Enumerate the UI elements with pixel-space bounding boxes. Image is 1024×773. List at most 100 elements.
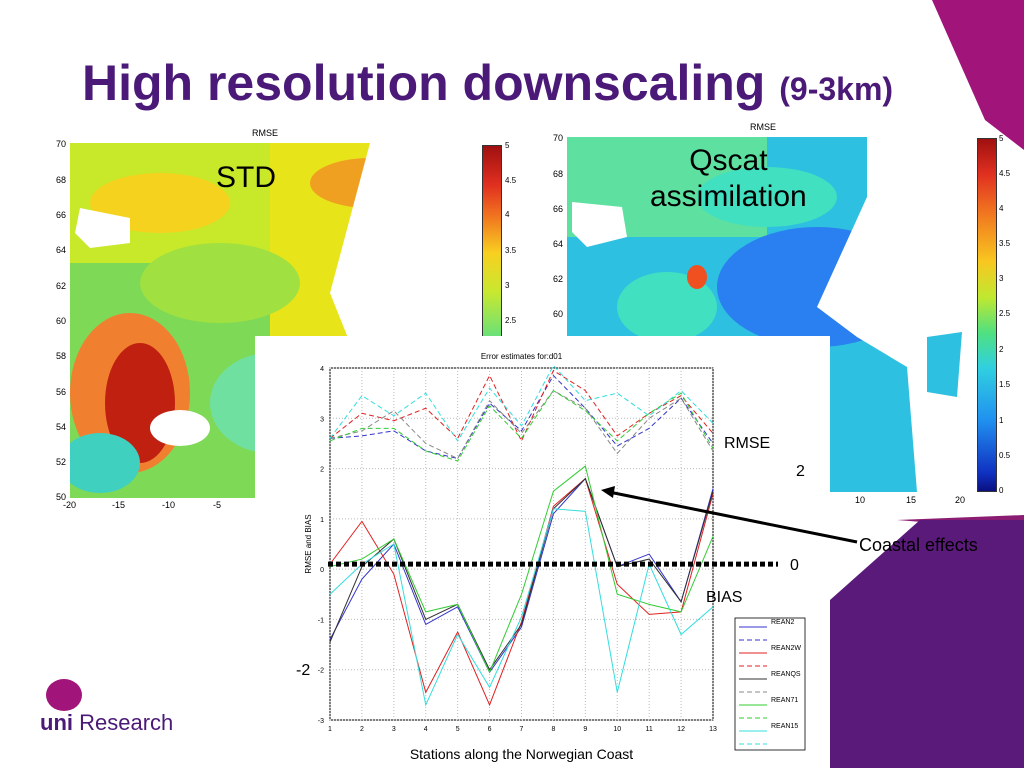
left-y-tick: 58 [56, 351, 67, 361]
x-tick-label: 6 [488, 726, 492, 733]
y-tick-label: -1 [318, 617, 324, 624]
minus-two-annotation: -2 [296, 662, 311, 679]
std-label: STD [216, 161, 276, 194]
legend-label: REAN71 [771, 697, 798, 704]
left-colorbar-tick: 4 [505, 210, 510, 219]
logo: uni Research [40, 710, 173, 736]
x-tick-label: 4 [424, 726, 428, 733]
x-axis-label: Stations along the Norwegian Coast [410, 746, 633, 762]
right-colorbar-tick: 1 [999, 416, 1004, 425]
right-y-tick: 64 [553, 239, 564, 249]
x-tick-label: 13 [709, 726, 717, 733]
right-colorbar-tick: 4 [999, 204, 1004, 213]
left-y-tick: 66 [56, 210, 67, 220]
legend-label: REAN2 [771, 619, 794, 626]
legend-label: REAN2W [771, 645, 801, 652]
right-x-tick: 20 [955, 495, 966, 505]
x-tick-label: 1 [328, 726, 332, 733]
slide-title: High resolution downscaling (9-3km) [82, 58, 893, 108]
y-tick-label: -3 [318, 718, 324, 725]
two-annotation: 2 [796, 463, 805, 480]
series-line-6 [329, 465, 714, 674]
right-colorbar-tick: 4.5 [999, 169, 1011, 178]
legend-box [734, 617, 806, 751]
left-colorbar-tick: 2.5 [505, 316, 517, 325]
series-line-2 [329, 477, 714, 707]
legend-label: REAN15 [771, 723, 798, 730]
y-tick-label: 3 [320, 416, 324, 423]
logo-bold: uni [40, 710, 73, 735]
right-y-tick: 70 [553, 133, 564, 143]
error-chart-panel: 1 2 3 4 5 6 7 8 9 10 11 12 13 4 3 2 1 0 -1 -2 -3 Error estima… [255, 336, 830, 768]
legend-label: REANQS [771, 671, 801, 678]
right-y-tick: 60 [553, 309, 564, 319]
x-tick-label: 2 [360, 726, 364, 733]
right-map-title: RMSE [750, 122, 777, 132]
chart-title: Error estimates for:d01 [481, 352, 563, 361]
left-colorbar-tick: 5 [505, 141, 510, 150]
right-x-tick: 10 [855, 495, 866, 505]
qscat-label-line1: Qscat [689, 144, 768, 177]
x-tick-label: 7 [520, 726, 524, 733]
series-line-3 [329, 369, 714, 443]
right-map-field [567, 137, 962, 492]
left-y-tick: 50 [56, 492, 67, 502]
x-tick-label: 8 [551, 726, 555, 733]
left-y-tick: 52 [56, 457, 67, 467]
coastal-arrow [601, 486, 858, 544]
right-x-tick: 15 [906, 495, 917, 505]
logo-rest: Research [73, 710, 174, 735]
left-y-tick: 60 [56, 316, 67, 326]
left-colorbar-tick: 3 [505, 281, 510, 290]
right-y-tick: 62 [553, 274, 564, 284]
right-colorbar-tick: 5 [999, 134, 1004, 143]
bias-annotation: BIAS [706, 589, 743, 606]
y-axis-label: RMSE and BIAS [304, 514, 313, 573]
qscat-label-line2: assimilation [650, 180, 807, 213]
right-rmse-map [567, 137, 962, 492]
left-x-tick: -10 [162, 500, 176, 510]
left-colorbar-tick: 4.5 [505, 176, 517, 185]
title-main: High resolution downscaling [82, 55, 766, 111]
left-x-tick: -5 [213, 500, 222, 510]
right-colorbar-tick: 0.5 [999, 451, 1011, 460]
left-y-tick: 70 [56, 139, 67, 149]
x-tick-label: 12 [677, 726, 685, 733]
x-tick-label: 9 [583, 726, 587, 733]
y-tick-label: 0 [320, 567, 324, 574]
left-y-tick: 56 [56, 387, 67, 397]
left-x-tick: -15 [112, 500, 126, 510]
x-tick-label: 11 [646, 726, 653, 733]
top-right-magenta-band [932, 0, 1024, 150]
right-colorbar-tick: 3 [999, 274, 1004, 283]
right-colorbar-tick: 2 [999, 345, 1004, 354]
x-tick-label: 5 [456, 726, 460, 733]
x-tick-label: 3 [392, 726, 396, 733]
left-map-title: RMSE [252, 128, 279, 138]
right-colorbar-tick: 1.5 [999, 380, 1011, 389]
y-tick-label: 2 [320, 467, 324, 474]
right-colorbar-tick: 0 [999, 486, 1004, 495]
series-line-7 [329, 389, 714, 462]
left-x-tick: -20 [63, 500, 77, 510]
series-line-9 [329, 364, 714, 442]
left-colorbar [482, 145, 502, 342]
right-y-tick: 68 [553, 169, 564, 179]
coastal-effects-label: Coastal effects [859, 535, 978, 555]
rmse-annotation: RMSE [724, 435, 771, 452]
title-sub: (9-3km) [779, 71, 894, 107]
zero-annotation: 0 [790, 557, 799, 574]
right-colorbar-tick: 3.5 [999, 239, 1011, 248]
y-tick-label: -2 [318, 668, 324, 675]
logo-mark [46, 679, 82, 711]
right-colorbar [977, 138, 997, 492]
left-y-tick: 62 [56, 281, 67, 291]
left-y-tick: 64 [56, 245, 67, 255]
right-y-tick: 66 [553, 204, 564, 214]
left-y-tick: 68 [56, 175, 67, 185]
series-line-1 [329, 374, 714, 460]
left-colorbar-tick: 3.5 [505, 246, 517, 255]
bottom-right-purple-panel [830, 520, 1024, 768]
